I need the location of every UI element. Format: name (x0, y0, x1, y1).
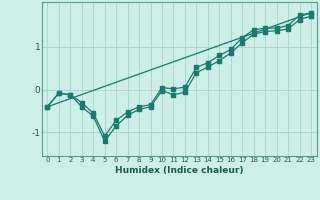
X-axis label: Humidex (Indice chaleur): Humidex (Indice chaleur) (115, 166, 244, 175)
